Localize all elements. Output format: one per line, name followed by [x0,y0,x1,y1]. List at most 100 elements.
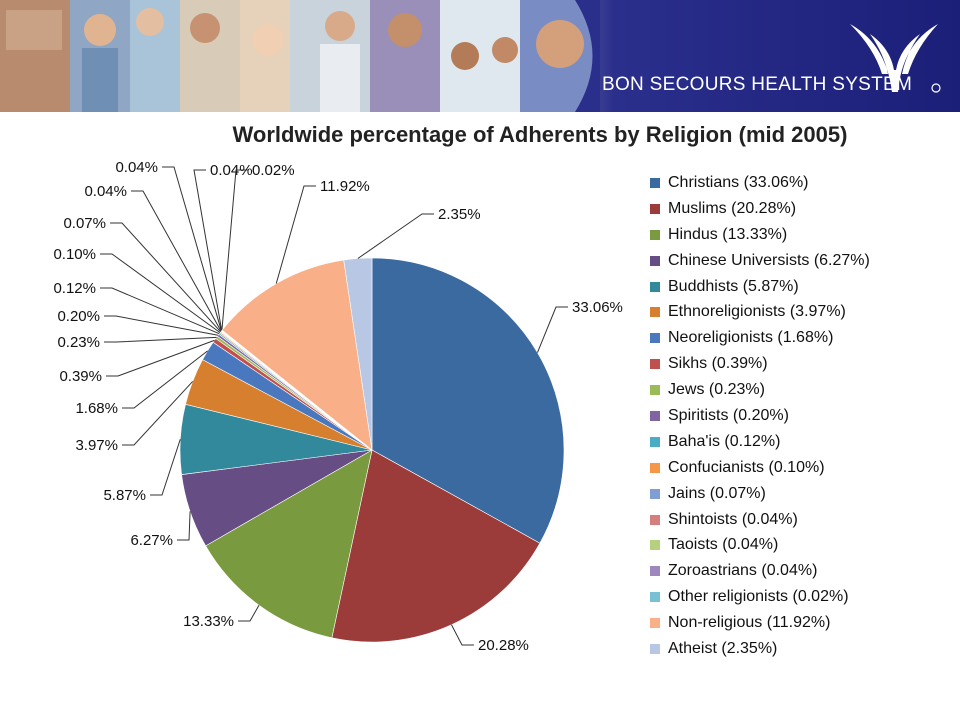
legend-item-3: Chinese Universists (6.27%) [650,248,950,274]
legend-swatch [650,281,660,292]
legend-item-0: Christians (33.06%) [650,170,950,196]
legend-swatch [650,592,660,603]
legend-label: Jains (0.07%) [668,484,766,502]
legend-swatch [650,229,660,240]
legend-item-9: Spiritists (0.20%) [650,403,950,429]
legend-item-10: Baha'is (0.12%) [650,429,950,455]
data-label-18: 2.35% [438,206,481,223]
data-label-10: 0.12% [53,280,96,297]
legend-item-2: Hindus (13.33%) [650,222,950,248]
legend-item-17: Non-religious (11.92%) [650,610,950,636]
legend-label: Neoreligionists (1.68%) [668,329,834,347]
legend-label: Muslims (20.28%) [668,199,797,217]
leader-line-13 [131,190,222,332]
legend-swatch [650,566,660,577]
pie-slice-0 [371,257,565,544]
legend-label: Taoists (0.04%) [668,536,779,554]
data-label-11: 0.10% [53,246,96,263]
legend-label: Sikhs (0.39%) [668,355,768,373]
legend-swatch [650,488,660,499]
legend-swatch [650,643,660,654]
data-label-2: 13.33% [183,613,234,630]
data-label-1: 20.28% [478,637,529,654]
legend-label: Non-religious (11.92%) [668,614,831,632]
legend-item-16: Other religionists (0.02%) [650,584,950,610]
data-label-13: 0.04% [84,183,127,200]
leader-line-15 [193,169,223,331]
legend-label: Jews (0.23%) [668,381,765,399]
legend-item-1: Muslims (20.28%) [650,196,950,222]
data-label-0: 33.06% [572,299,623,316]
legend-swatch [650,462,660,473]
legend-label: Shintoists (0.04%) [668,510,798,528]
leader-line-10 [100,287,220,335]
chart-legend: Christians (33.06%) Muslims (20.28%) Hindu… [650,170,950,662]
leader-line-16 [221,169,248,331]
legend-item-15: Zoroastrians (0.04%) [650,558,950,584]
leader-line-3 [177,511,191,541]
leader-line-7 [106,339,215,377]
legend-swatch [650,514,660,525]
leader-line-1 [451,624,474,646]
data-label-17: 11.92% [320,178,370,195]
legend-item-5: Ethnoreligionists (3.97%) [650,299,950,325]
legend-item-6: Neoreligionists (1.68%) [650,325,950,351]
legend-swatch [650,255,660,266]
data-label-6: 1.68% [75,400,118,417]
legend-swatch [650,618,660,629]
legend-label: Confucianists (0.10%) [668,458,825,476]
leader-line-9 [104,315,219,336]
bon-secours-logo-icon [850,24,941,93]
pie-slice-17 [221,259,373,451]
legend-swatch [650,203,660,214]
leader-line-4 [150,439,181,496]
legend-swatch [650,540,660,551]
legend-label: Chinese Universists (6.27%) [668,251,870,269]
brand-name: BON SECOURS HEALTH SYSTEM [602,74,913,95]
leader-line-5 [122,381,194,446]
data-label-3: 6.27% [130,532,173,549]
staff-photo-collage [0,0,600,112]
legend-label: Buddhists (5.87%) [668,277,799,295]
legend-item-4: Buddhists (5.87%) [650,274,950,300]
data-label-8: 0.23% [57,334,100,351]
chart-title: Worldwide percentage of Adherents by Rel… [232,122,848,147]
legend-label: Christians (33.06%) [668,173,809,191]
legend-label: Other religionists (0.02%) [668,588,849,606]
legend-label: Zoroastrians (0.04%) [668,562,818,580]
legend-item-14: Taoists (0.04%) [650,532,950,558]
data-label-12: 0.07% [63,215,106,232]
leader-line-0 [537,306,568,353]
data-label-4: 5.87% [103,487,146,504]
data-label-7: 0.39% [59,368,102,385]
data-label-9: 0.20% [57,308,100,325]
legend-swatch [650,436,660,447]
legend-item-13: Shintoists (0.04%) [650,507,950,533]
legend-swatch [650,177,660,188]
legend-item-12: Jains (0.07%) [650,481,950,507]
legend-label: Atheist (2.35%) [668,639,778,657]
data-label-14: 0.04% [115,159,158,176]
pie-chart: 33.06% 20.28% 13.33% 6.27% 5.87% 3.97% 1.68% 0.… [53,159,623,654]
legend-item-8: Jews (0.23%) [650,377,950,403]
legend-item-11: Confucianists (0.10%) [650,455,950,481]
data-label-5: 3.97% [75,437,118,454]
legend-swatch [650,410,660,421]
legend-item-18: Atheist (2.35%) [650,636,950,662]
legend-label: Baha'is (0.12%) [668,432,781,450]
legend-label: Hindus (13.33%) [668,225,788,243]
leader-line-2 [238,604,260,622]
leader-line-12 [110,222,222,333]
legend-swatch [650,333,660,344]
data-label-16: 0.02% [252,162,295,179]
legend-label: Ethnoreligionists (3.97%) [668,303,846,321]
data-label-15: 0.04% [210,162,253,179]
legend-item-7: Sikhs (0.39%) [650,351,950,377]
leader-line-11 [100,253,221,334]
header-banner: BON SECOURS HEALTH SYSTEM [0,0,960,112]
legend-swatch [650,359,660,370]
legend-swatch [650,385,660,396]
legend-swatch [650,307,660,318]
leader-line-17 [275,185,316,284]
leader-line-18 [357,213,434,259]
